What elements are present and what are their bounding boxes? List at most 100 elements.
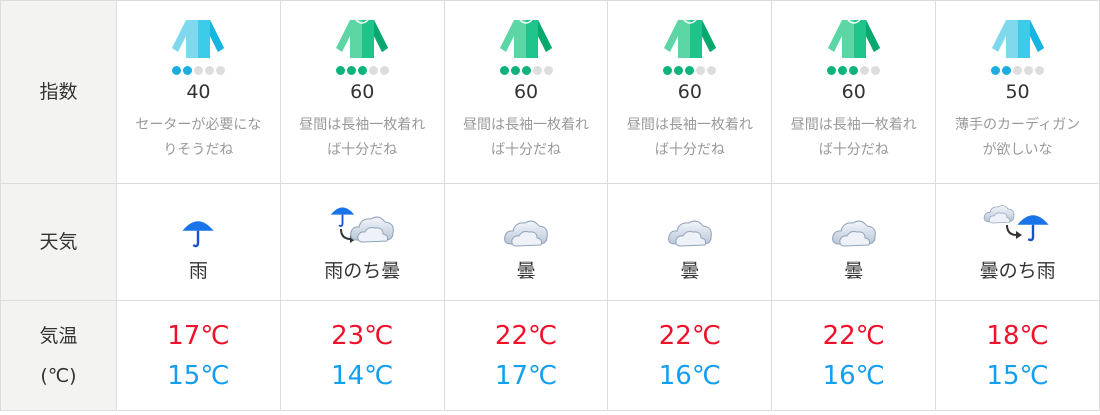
level-dot [499,65,509,75]
level-dot [368,65,378,75]
sweater-icon [608,18,771,64]
label-weather: 天気 [0,183,117,301]
temp-low: 17℃ [494,360,558,391]
level-dot [543,65,553,75]
index-advice: 昼間は長袖一枚着れば十分だね [790,116,917,158]
cloudy-icon [772,202,935,250]
level-dot [685,65,695,75]
temp-high: 22℃ [822,320,885,351]
level-dot [182,65,192,75]
weather-cell: 曇 [771,183,937,301]
index-advice: 昼間は長袖一枚着れば十分だね [299,116,426,158]
label-temp: 気温 [39,324,78,347]
level-dot [1035,65,1045,75]
level-dot [1024,65,1034,75]
level-dot [991,65,1001,75]
weather-text: 曇 [844,259,864,282]
temperature-cell: 23℃ 14℃ [279,300,445,411]
index-level [117,65,280,75]
index-score: 60 [841,80,866,103]
clothing-index-cell: 60 昼間は長袖一枚着れば十分だね [279,0,445,184]
temp-low: 16℃ [822,360,885,391]
temperature-cell: 22℃ 17℃ [443,300,609,411]
index-level [281,65,444,75]
weather-cell: 曇のち雨 [935,183,1100,301]
level-dot [860,65,870,75]
temperature-cell: 22℃ 16℃ [607,300,773,411]
level-dot [521,65,531,75]
weather-text: 雨のち曇 [324,259,401,282]
level-dot [707,65,717,75]
temperature-cell: 17℃ 15℃ [116,300,281,411]
temp-low: 15℃ [167,360,230,391]
temp-high: 22℃ [494,320,558,351]
temp-high: 17℃ [167,320,230,351]
label-temperature: 気温 (℃) [0,300,117,411]
index-advice: 昼間は長袖一枚着れば十分だね [626,116,753,158]
level-dot [674,65,684,75]
level-dot [849,65,859,75]
index-score: 40 [186,80,211,103]
temp-high: 22℃ [658,320,722,351]
sweater-icon [281,18,444,64]
index-advice: セーターが必要になりそうだね [135,116,262,158]
index-level [608,65,771,75]
level-dot [357,65,367,75]
level-dot [193,65,203,75]
temp-high: 18℃ [986,320,1049,351]
temperature-cell: 22℃ 16℃ [771,300,937,411]
weather-cell: 曇 [443,183,609,301]
level-dot [696,65,706,75]
cloudy-icon [445,202,608,250]
cloudy-icon [608,202,771,250]
sweater-icon [772,18,935,64]
weather-text: 曇 [516,259,536,282]
index-score: 60 [350,80,375,103]
weather-cell: 雨のち曇 [279,183,445,301]
sweater-icon [445,18,608,64]
weather-cell: 曇 [607,183,773,301]
level-dot [1013,65,1023,75]
weather-text: 曇のち雨 [979,259,1056,282]
label-index: 指数 [0,0,117,184]
level-dot [346,65,356,75]
level-dot [827,65,837,75]
temp-low: 16℃ [658,360,722,391]
level-dot [1002,65,1012,75]
weather-cell: 雨 [116,183,281,301]
index-advice: 薄手のカーディガンが欲しいな [955,116,1081,158]
level-dot [663,65,673,75]
temp-low: 15℃ [986,360,1049,391]
index-score: 60 [513,80,539,103]
clothing-index-cell: 40 セーターが必要になりそうだね [116,0,281,184]
index-level [772,65,935,75]
clothing-index-cell: 60 昼間は長袖一枚着れば十分だね [607,0,773,184]
level-dot [532,65,542,75]
level-dot [838,65,848,75]
level-dot [335,65,345,75]
index-advice: 昼間は長袖一枚着れば十分だね [463,116,590,158]
temp-low: 14℃ [331,360,394,391]
level-dot [215,65,225,75]
temperature-cell: 18℃ 15℃ [935,300,1100,411]
level-dot [171,65,181,75]
cloudy-then-rain-icon [936,202,1099,250]
clothing-index-cell: 60 昼間は長袖一枚着れば十分だね [771,0,937,184]
clothing-index-cell: 60 昼間は長袖一枚着れば十分だね [443,0,609,184]
level-dot [510,65,520,75]
index-level [445,65,608,75]
rain-then-cloudy-icon [281,202,444,250]
label-temp-unit: (℃) [40,364,77,387]
weather-text: 曇 [680,259,700,282]
clothing-index-cell: 50 薄手のカーディガンが欲しいな [935,0,1100,184]
index-score: 50 [1005,80,1030,103]
level-dot [204,65,214,75]
sweater-icon [117,18,280,64]
level-dot [379,65,389,75]
temp-high: 23℃ [331,320,394,351]
index-level [936,65,1099,75]
index-score: 60 [677,80,702,103]
sweater-icon [936,18,1099,64]
weather-text: 雨 [188,259,208,282]
